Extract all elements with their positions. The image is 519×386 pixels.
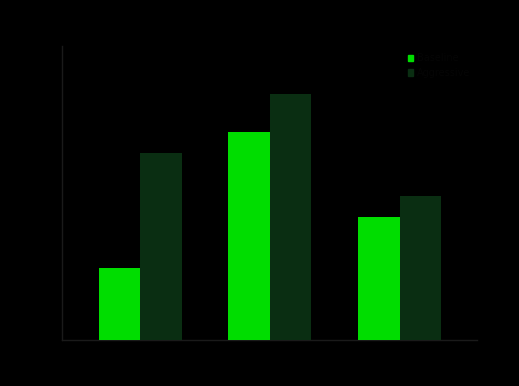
Legend: Baseline, Aggressive: Baseline, Aggressive — [406, 51, 473, 80]
Bar — [270, 94, 311, 340]
Bar — [400, 196, 441, 340]
Bar — [358, 217, 400, 340]
Bar — [99, 267, 140, 340]
Bar — [228, 132, 270, 340]
Bar — [140, 153, 182, 340]
